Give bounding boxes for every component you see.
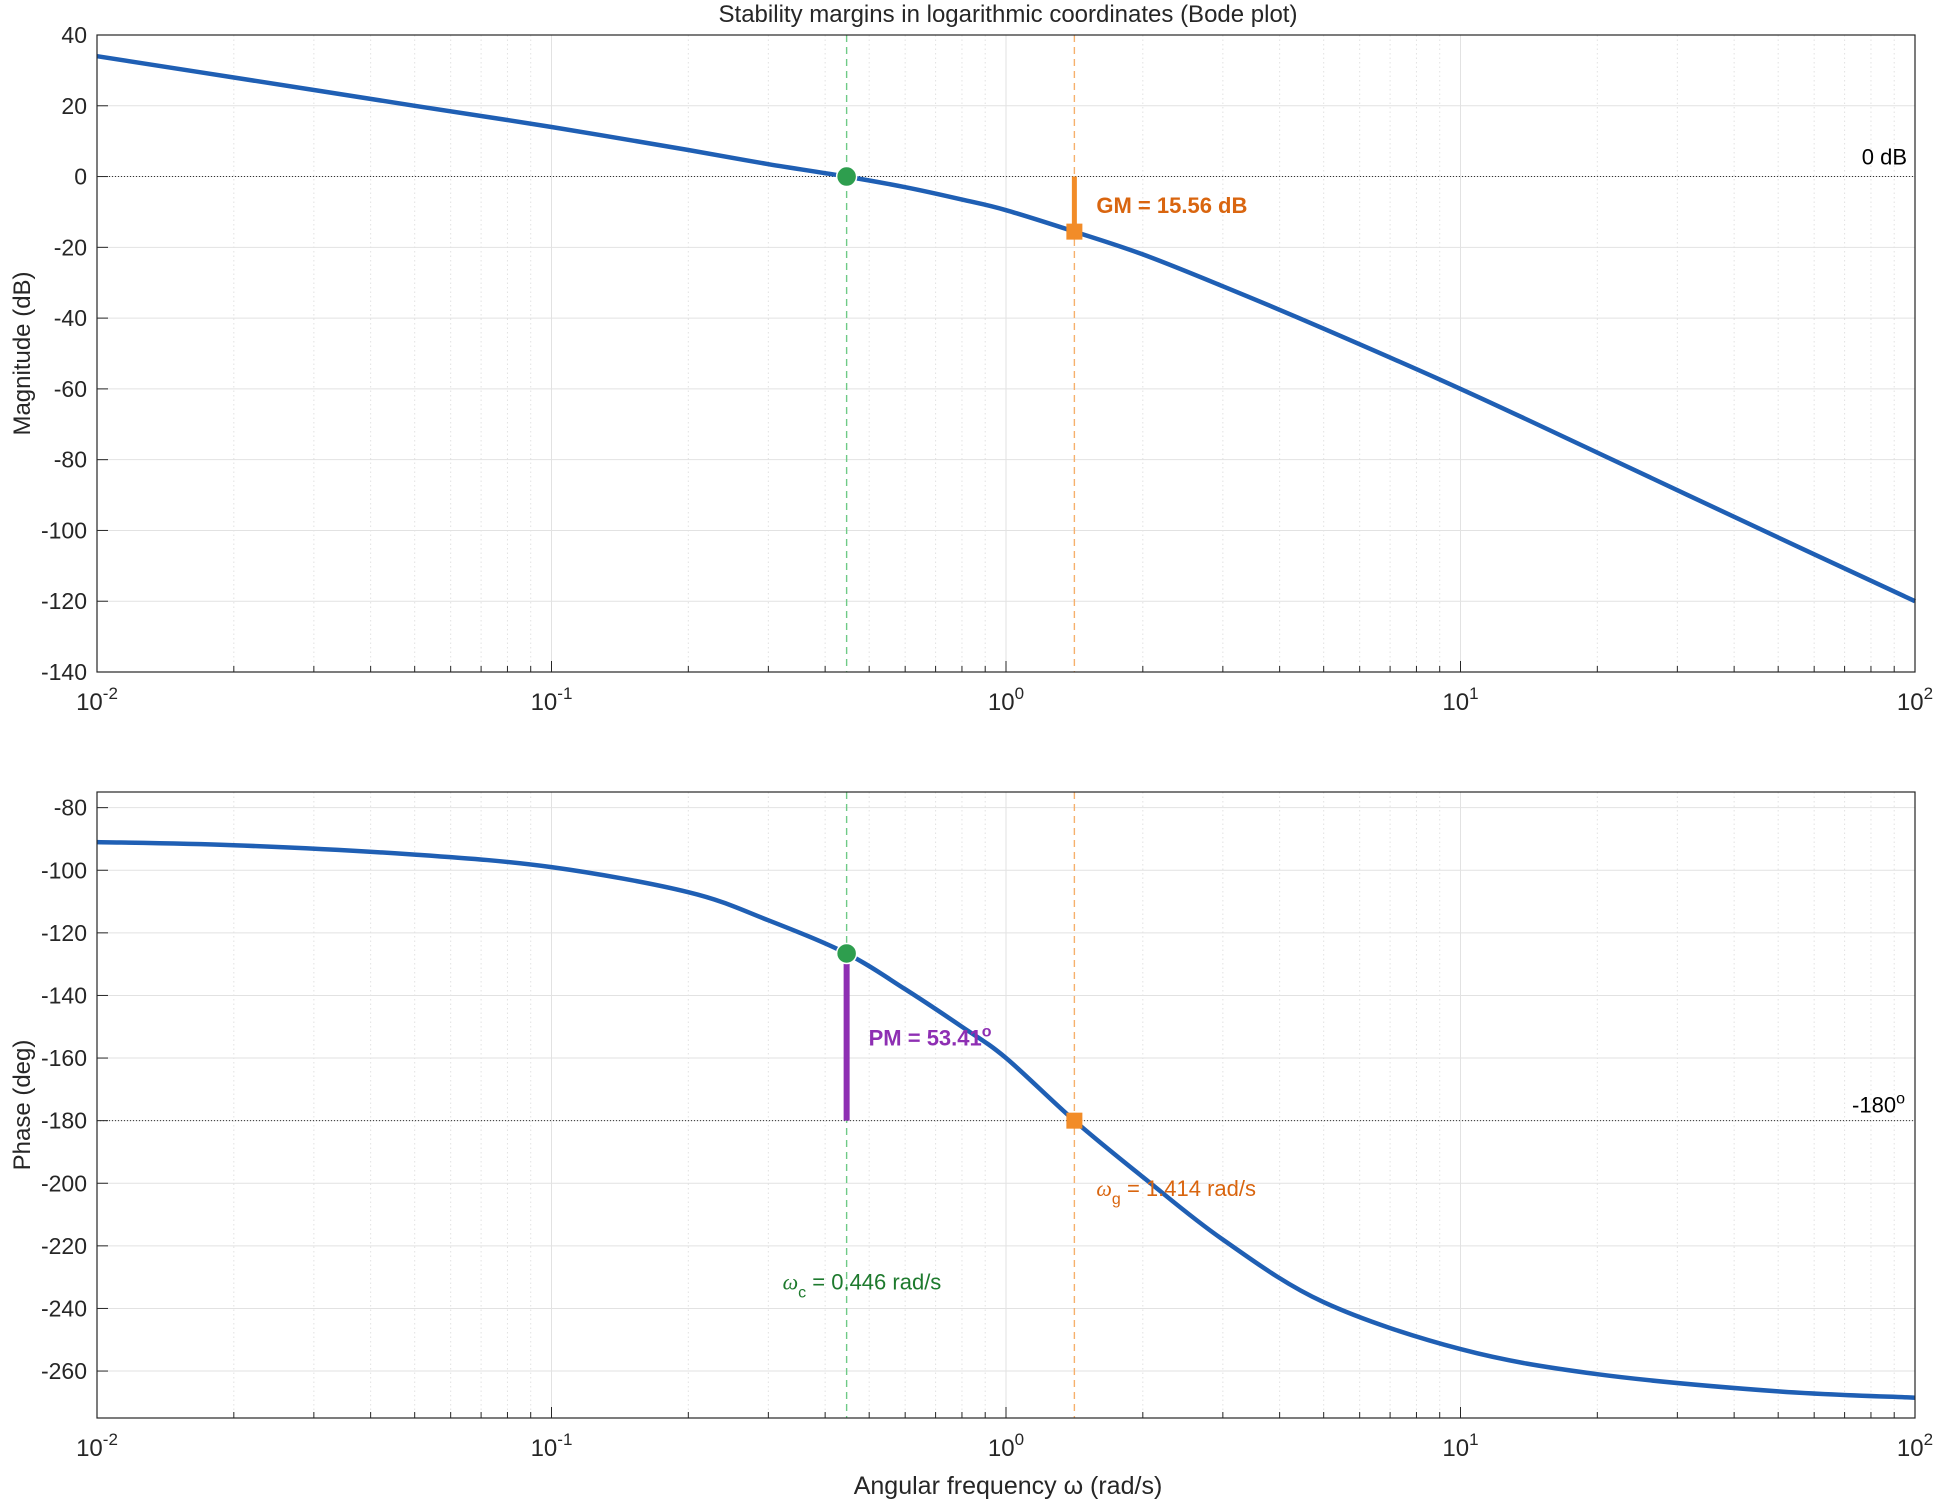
xtick-exponent: -2 — [103, 684, 118, 703]
mag-ytick-label: -80 — [54, 447, 87, 473]
phase-curve — [96, 839, 1916, 1400]
ph-xtick-label: 10-1 — [531, 1430, 573, 1462]
ph-ytick-label: -240 — [41, 1295, 87, 1321]
xtick-exponent: 1 — [1469, 684, 1478, 703]
mag-ytick-label: -40 — [54, 305, 87, 331]
ph-ytick-label: -120 — [41, 920, 87, 946]
magnitude-axes: 10-2 10-1 100 101 10240200-20-40-60-80-100-1… — [9, 22, 1933, 716]
minus-180-label: -180o — [1852, 1091, 1905, 1118]
ph-xtick-label: 100 — [988, 1430, 1024, 1462]
omega-c-value: = 0.446 rad/s — [806, 1270, 941, 1295]
xtick-base: 10 — [988, 1435, 1015, 1462]
pm-value: 53.41 — [927, 1026, 982, 1051]
mag-xtick-label: 102 — [1897, 684, 1933, 716]
gain-margin-label: GM = 15.56 dB — [1096, 193, 1247, 218]
minus-180-value: -180 — [1852, 1093, 1896, 1118]
ph-xtick-label: 10-2 — [76, 1430, 118, 1462]
chart-title: Stability margins in logarithmic coordin… — [719, 1, 1298, 28]
mag-ytick-label: 40 — [61, 22, 87, 48]
xtick-base: 10 — [1897, 689, 1924, 716]
xtick-exponent: 0 — [1015, 1430, 1024, 1449]
pm-degree: o — [982, 1024, 992, 1041]
omega-g-value: = 1.414 rad/s — [1121, 1176, 1256, 1201]
mag-ytick-label: 20 — [61, 93, 87, 119]
ph-ytick-label: -160 — [41, 1045, 87, 1071]
gain-crossover-phase-marker — [835, 942, 858, 965]
xtick-exponent: 1 — [1469, 1430, 1478, 1449]
xtick-base: 10 — [531, 1435, 558, 1462]
mag-xtick-label: 100 — [988, 684, 1024, 716]
mag-ytick-label: -60 — [54, 376, 87, 402]
magnitude-frequency-markers — [845, 35, 1076, 672]
magnitude-tick-labels: 10-2 10-1 100 101 10240200-20-40-60-80-100-1… — [41, 22, 1933, 716]
mag-ytick-label: -140 — [41, 659, 87, 685]
ph-ytick-label: -200 — [41, 1170, 87, 1196]
mag-ytick-label: 0 — [74, 164, 87, 190]
ph-xtick-label: 101 — [1442, 1430, 1478, 1462]
xtick-exponent: -1 — [557, 684, 572, 703]
mag-series-line — [96, 53, 1916, 604]
xtick-base: 10 — [76, 689, 103, 716]
ph-ytick-label: -80 — [54, 795, 87, 821]
xtick-base: 10 — [531, 689, 558, 716]
phase-crossover-magnitude-marker — [1066, 223, 1083, 240]
ph-ytick-label: -180 — [41, 1108, 87, 1134]
magnitude-markers — [835, 165, 1083, 240]
minus-180-degree: o — [1896, 1091, 1905, 1108]
ph-ytick-label: -100 — [41, 857, 87, 883]
xtick-exponent: 0 — [1015, 684, 1024, 703]
magnitude-frame — [96, 34, 1916, 673]
mag-ytick-label: -20 — [54, 234, 87, 260]
pm-prefix: PM = — [869, 1026, 927, 1051]
xtick-exponent: -1 — [557, 1430, 572, 1449]
phase-grid — [96, 792, 1916, 1418]
gain-crossover-marker — [835, 165, 858, 188]
omega-c-label: ωc = 0.446 rad/s — [783, 1270, 942, 1302]
mag-ytick-label: -120 — [41, 588, 87, 614]
phase-frame — [96, 791, 1916, 1419]
xtick-base: 10 — [1897, 1435, 1924, 1462]
phase-tick-labels: 10-2 10-1 100 101 102-80-100-120-140-160-180… — [41, 795, 1933, 1462]
phase-markers — [835, 942, 1083, 1129]
omega-g-label: ωg = 1.414 rad/s — [1096, 1176, 1256, 1208]
magnitude-ylabel: Magnitude (dB) — [9, 271, 36, 435]
xtick-base: 10 — [988, 689, 1015, 716]
xtick-base: 10 — [1442, 689, 1469, 716]
phase-axes: 10-2 10-1 100 101 102-80-100-120-140-160-180… — [9, 791, 1933, 1462]
mag-xtick-label: 10-2 — [76, 684, 118, 716]
ph-xtick-label: 102 — [1897, 1430, 1933, 1462]
x-axis-label: Angular frequency ω (rad/s) — [854, 1472, 1163, 1500]
phase-margin-label: PM = 53.41o — [869, 1024, 992, 1051]
xtick-exponent: 2 — [1924, 684, 1933, 703]
mag-xtick-label: 10-1 — [531, 684, 573, 716]
mag-xtick-label: 101 — [1442, 684, 1478, 716]
ph-ytick-label: -140 — [41, 982, 87, 1008]
mag-ytick-label: -100 — [41, 517, 87, 543]
omega-g-symbol: ω — [1096, 1176, 1112, 1201]
omega-c-sub: c — [798, 1285, 806, 1302]
ph-ytick-label: -260 — [41, 1358, 87, 1384]
omega-c-symbol: ω — [783, 1270, 799, 1295]
xtick-base: 10 — [1442, 1435, 1469, 1462]
zero-db-label: 0 dB — [1862, 145, 1907, 170]
phase-ylabel: Phase (deg) — [9, 1040, 36, 1171]
phase-crossover-marker — [1066, 1112, 1083, 1129]
ph-ytick-label: -220 — [41, 1233, 87, 1259]
xtick-base: 10 — [76, 1435, 103, 1462]
xtick-exponent: 2 — [1924, 1430, 1933, 1449]
magnitude-curve — [96, 53, 1916, 604]
ph-series-line — [96, 839, 1916, 1400]
omega-g-sub: g — [1112, 1191, 1121, 1208]
xtick-exponent: -2 — [103, 1430, 118, 1449]
